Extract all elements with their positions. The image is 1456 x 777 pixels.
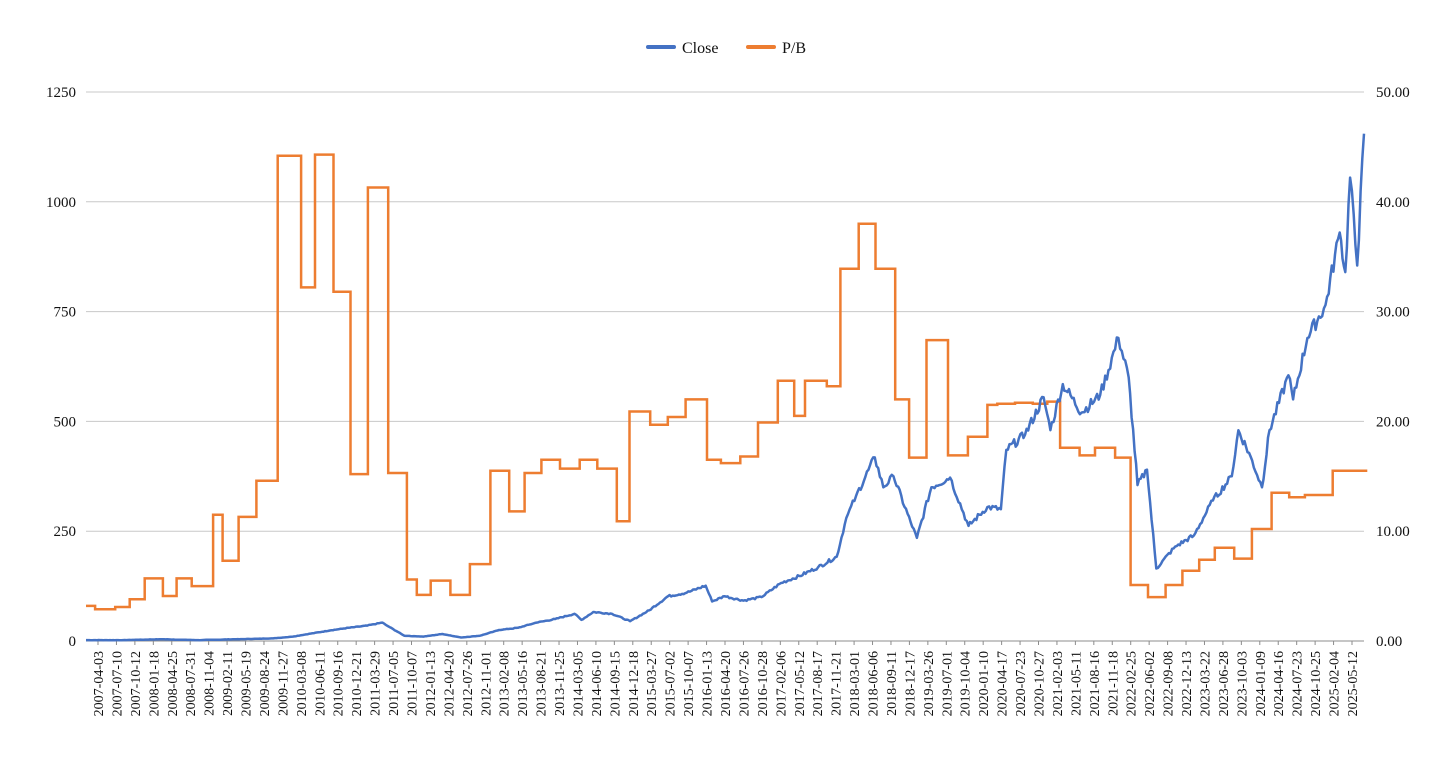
x-tick-label: 2023-03-22: [1198, 651, 1213, 716]
x-tick-label: 2022-06-02: [1143, 651, 1158, 716]
x-tick-label: 2017-05-12: [793, 651, 808, 716]
x-tick-label: 2019-10-04: [959, 651, 974, 716]
x-tick-label: 2014-09-15: [608, 651, 623, 716]
y-right-tick-label: 0.00: [1376, 634, 1402, 650]
y-right-tick-label: 50.00: [1376, 85, 1410, 101]
x-tick-label: 2011-07-05: [387, 651, 402, 716]
x-tick-label: 2008-11-04: [203, 651, 218, 716]
x-tick-label: 2013-05-16: [516, 651, 531, 716]
x-tick-label: 2008-01-18: [147, 651, 162, 716]
x-tick-label: 2020-04-17: [996, 651, 1011, 716]
x-tick-label: 2014-06-10: [590, 651, 605, 716]
x-tick-label: 2018-12-17: [903, 651, 918, 716]
x-tick-label: 2022-12-13: [1180, 651, 1195, 716]
x-tick-label: 2022-02-25: [1125, 651, 1140, 716]
x-tick-label: 2010-03-08: [295, 651, 310, 716]
x-tick-label: 2024-10-25: [1309, 651, 1324, 716]
x-tick-label: 2011-03-29: [369, 651, 384, 716]
x-tick-label: 2007-04-03: [92, 651, 107, 716]
x-tick-label: 2016-07-26: [737, 651, 752, 716]
legend-label: Close: [682, 40, 718, 57]
y-right-tick-label: 30.00: [1376, 305, 1410, 321]
y-left-tick-label: 1250: [46, 85, 76, 101]
x-tick-label: 2008-07-31: [184, 651, 199, 716]
x-tick-label: 2019-03-26: [922, 651, 937, 716]
x-tick-label: 2021-05-11: [1069, 651, 1084, 716]
x-tick-label: 2016-10-28: [756, 651, 771, 716]
x-tick-label: 2009-11-27: [276, 651, 291, 716]
x-tick-label: 2024-01-09: [1254, 651, 1269, 716]
tick-labels: 0 0.00 250 10.00 500 20.00 750 30.00 1000 40.00 12…: [46, 85, 1410, 716]
series: [86, 133, 1368, 642]
x-tick-label: 2015-03-27: [645, 651, 660, 716]
x-tick-label: 2021-02-03: [1051, 651, 1066, 716]
y-right-tick-label: 20.00: [1376, 414, 1410, 430]
legend-label: P/B: [782, 40, 806, 57]
legend: Close P/B: [646, 40, 806, 57]
x-tick-label: 2017-08-17: [811, 651, 826, 716]
x-tick-label: 2007-10-12: [129, 651, 144, 716]
x-tick-label: 2013-11-25: [553, 651, 568, 716]
x-tick-label: 2010-12-21: [350, 651, 365, 716]
x-tick-label: 2016-04-20: [719, 651, 734, 716]
x-tick-label: 2023-06-28: [1217, 651, 1232, 716]
x-tick-label: 2012-04-20: [442, 651, 457, 716]
x-tick-label: 2022-09-08: [1162, 651, 1177, 716]
x-tick-label: 2015-10-07: [682, 651, 697, 716]
x-tick-label: 2009-02-11: [221, 651, 236, 716]
x-tick-label: 2014-12-18: [627, 651, 642, 716]
x-tick-label: 2010-06-11: [313, 651, 328, 716]
x-tick-label: 2013-08-21: [535, 651, 550, 716]
x-tick-label: 2023-10-03: [1235, 651, 1250, 716]
x-tick-label: 2011-10-07: [406, 651, 421, 716]
x-tick-label: 2025-05-12: [1346, 651, 1361, 716]
x-tick-label: 2012-07-26: [461, 651, 476, 716]
x-tick-label: 2009-08-24: [258, 651, 273, 716]
x-tick-label: 2017-02-06: [774, 651, 789, 716]
y-left-tick-label: 250: [54, 524, 77, 540]
x-tick-label: 2024-07-23: [1291, 651, 1306, 716]
series-line-pb: [86, 153, 1368, 611]
x-tick-label: 2020-01-10: [977, 651, 992, 716]
y-right-tick-label: 10.00: [1376, 524, 1410, 540]
y-right-tick-label: 40.00: [1376, 195, 1410, 211]
axes: [86, 640, 1364, 645]
y-left-tick-label: 750: [54, 305, 77, 321]
x-tick-label: 2021-08-16: [1088, 651, 1103, 716]
x-tick-label: 2020-07-23: [1014, 651, 1029, 716]
x-tick-label: 2017-11-21: [830, 651, 845, 716]
x-tick-label: 2012-01-13: [424, 651, 439, 716]
x-tick-label: 2009-05-19: [240, 651, 255, 716]
x-tick-label: 2016-01-13: [701, 651, 716, 716]
series-line-close: [86, 133, 1366, 642]
x-tick-label: 2013-02-08: [498, 651, 513, 716]
x-tick-label: 2018-09-11: [885, 651, 900, 716]
x-tick-label: 2018-03-01: [848, 651, 863, 716]
x-tick-label: 2021-11-18: [1106, 651, 1121, 716]
x-tick-label: 2024-04-16: [1272, 651, 1287, 716]
y-left-tick-label: 0: [69, 634, 77, 650]
x-tick-label: 2019-07-01: [940, 651, 955, 716]
y-left-tick-label: 1000: [46, 195, 76, 211]
x-tick-label: 2010-09-16: [332, 651, 347, 716]
gridlines: [86, 91, 1364, 532]
x-tick-label: 2014-03-05: [571, 651, 586, 716]
y-left-tick-label: 500: [54, 414, 77, 430]
x-tick-label: 2020-10-27: [1033, 651, 1048, 716]
x-tick-label: 2015-07-02: [664, 651, 679, 716]
x-tick-label: 2025-02-04: [1328, 651, 1343, 716]
x-tick-label: 2012-11-01: [479, 651, 494, 716]
x-tick-label: 2008-04-25: [166, 651, 181, 716]
x-tick-label: 2007-07-10: [110, 651, 125, 716]
x-tick-label: 2018-06-06: [867, 651, 882, 716]
